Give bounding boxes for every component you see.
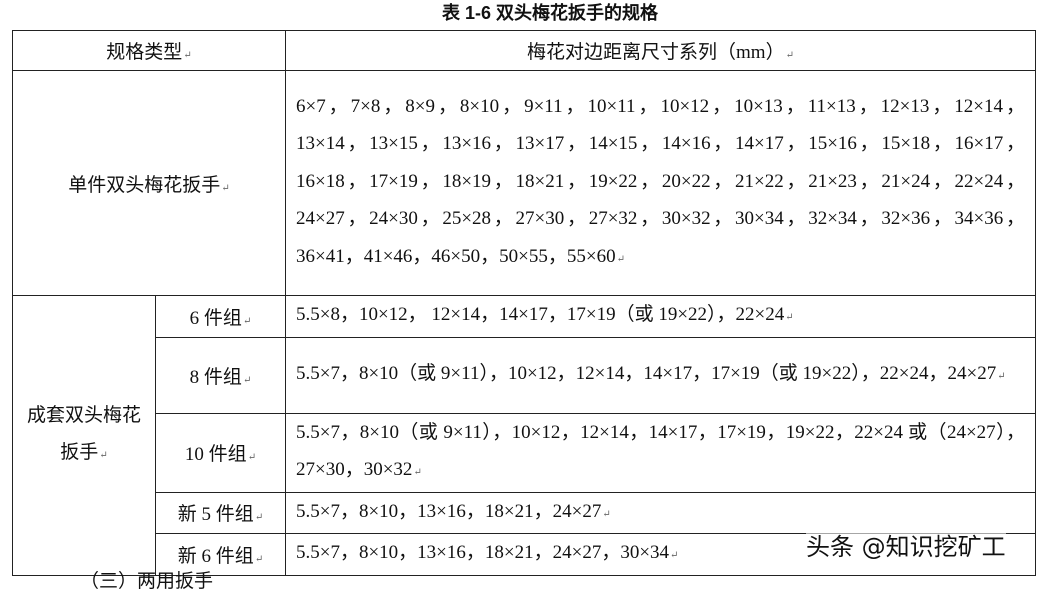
set-sizes: 5.5×7，8×10，13×16，18×21，24×27，30×34 [296, 542, 678, 563]
table-row: 10 件组 5.5×7，8×10（或 9×11），10×12，12×14，14×… [13, 412, 1036, 493]
single-type: 单件双头梅花扳手 [68, 175, 229, 196]
watermark: 头条 @知识挖矿工 [806, 527, 1006, 562]
set-sizes: 5.5×8，10×12， 12×14，14×17，17×19（或 19×22），… [296, 304, 794, 325]
spec-table: 规格类型 梅花对边距离尺寸系列（mm） 单件双头梅花扳手 6×7，7×8，8×9… [12, 30, 1036, 576]
single-sizes: 6×7，7×8，8×9，8×10，9×11，10×11，10×12，10×13，… [296, 96, 1025, 267]
set-group: 10 件组 [185, 444, 256, 465]
set-type: 成套双头梅花扳手 [27, 405, 141, 463]
header-sizes: 梅花对边距离尺寸系列（mm） [527, 42, 794, 63]
table-title: 表 1-6 双头梅花扳手的规格 [441, 3, 659, 23]
set-group: 8 件组 [190, 367, 252, 388]
table-row: 8 件组 5.5×7，8×10（或 9×11），10×12，12×14，14×1… [13, 336, 1036, 414]
table-row: 单件双头梅花扳手 6×7，7×8，8×9，8×10，9×11，10×11，10×… [12, 70, 1036, 296]
set-sizes: 5.5×7，8×10，13×16，18×21，24×27 [296, 501, 611, 522]
set-group: 6 件组 [190, 308, 252, 329]
table-row: 新 5 件组 5.5×7，8×10，13×16，18×21，24×27 [13, 491, 1036, 534]
set-sizes: 5.5×7，8×10（或 9×11），10×12，12×14，14×17，17×… [296, 422, 1025, 481]
header-spec-type: 规格类型 [106, 42, 191, 63]
set-group: 新 5 件组 [178, 504, 263, 525]
set-sizes: 5.5×7，8×10（或 9×11），10×12，12×14，14×17，17×… [296, 363, 1006, 384]
table-header-row: 规格类型 梅花对边距离尺寸系列（mm） [12, 30, 1036, 71]
next-section-heading: （三）两用扳手 [80, 571, 214, 592]
set-group: 新 6 件组 [178, 546, 263, 567]
table-row: 成套双头梅花扳手 6 件组 5.5×8，10×12， 12×14，14×17，1… [12, 295, 1036, 576]
